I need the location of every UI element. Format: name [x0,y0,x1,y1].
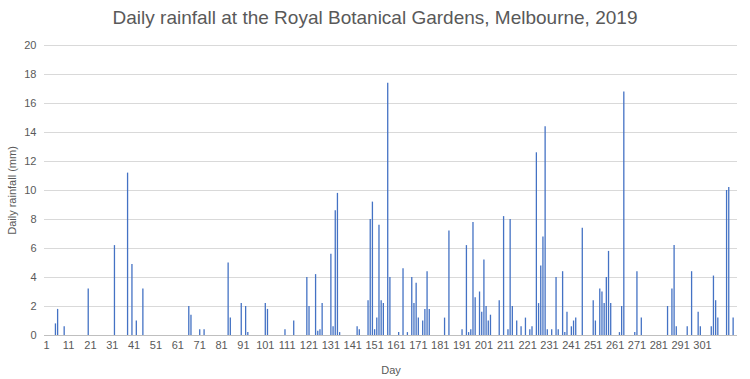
svg-text:301: 301 [693,339,711,351]
svg-text:91: 91 [237,339,249,351]
svg-text:11: 11 [63,339,74,351]
svg-text:181: 181 [431,339,449,351]
svg-text:0: 0 [30,329,36,341]
svg-text:Daily rainfall (mm): Daily rainfall (mm) [6,146,18,235]
svg-text:71: 71 [194,339,206,351]
svg-text:151: 151 [365,339,383,351]
svg-text:2: 2 [30,300,36,312]
svg-text:10: 10 [24,184,36,196]
svg-text:61: 61 [172,339,184,351]
svg-text:231: 231 [540,339,558,351]
svg-text:221: 221 [518,339,536,351]
svg-text:131: 131 [322,339,340,351]
svg-text:16: 16 [24,97,36,109]
html-text:Daily rainfall at the Royal Bo: Daily rainfall at the Royal Botanical Ga… [112,7,638,28]
svg-text:Day: Day [381,364,401,376]
svg-text:18: 18 [24,68,36,80]
svg-text:14: 14 [24,126,36,138]
svg-text:21: 21 [84,339,96,351]
svg-text:251: 251 [584,339,602,351]
svg-text:51: 51 [150,339,162,351]
svg-text:171: 171 [409,339,427,351]
svg-text:20: 20 [24,39,36,51]
svg-text:161: 161 [387,339,405,351]
svg-text:4: 4 [30,271,36,283]
svg-text:211: 211 [497,339,515,351]
svg-text:141: 141 [344,339,362,351]
svg-text:291: 291 [671,339,689,351]
svg-text:1: 1 [44,339,50,351]
svg-text:12: 12 [24,155,36,167]
svg-text:101: 101 [256,339,274,351]
svg-text:8: 8 [30,213,36,225]
svg-text:111: 111 [279,339,296,351]
svg-text:41: 41 [128,339,140,351]
svg-text:81: 81 [215,339,227,351]
svg-text:241: 241 [562,339,580,351]
svg-text:6: 6 [30,242,36,254]
svg-text:261: 261 [606,339,624,351]
svg-text:31: 31 [106,339,118,351]
svg-text:271: 271 [628,339,646,351]
svg-text:201: 201 [475,339,493,351]
svg-text:121: 121 [300,339,318,351]
svg-text:191: 191 [453,339,471,351]
svg-text:281: 281 [650,339,668,351]
